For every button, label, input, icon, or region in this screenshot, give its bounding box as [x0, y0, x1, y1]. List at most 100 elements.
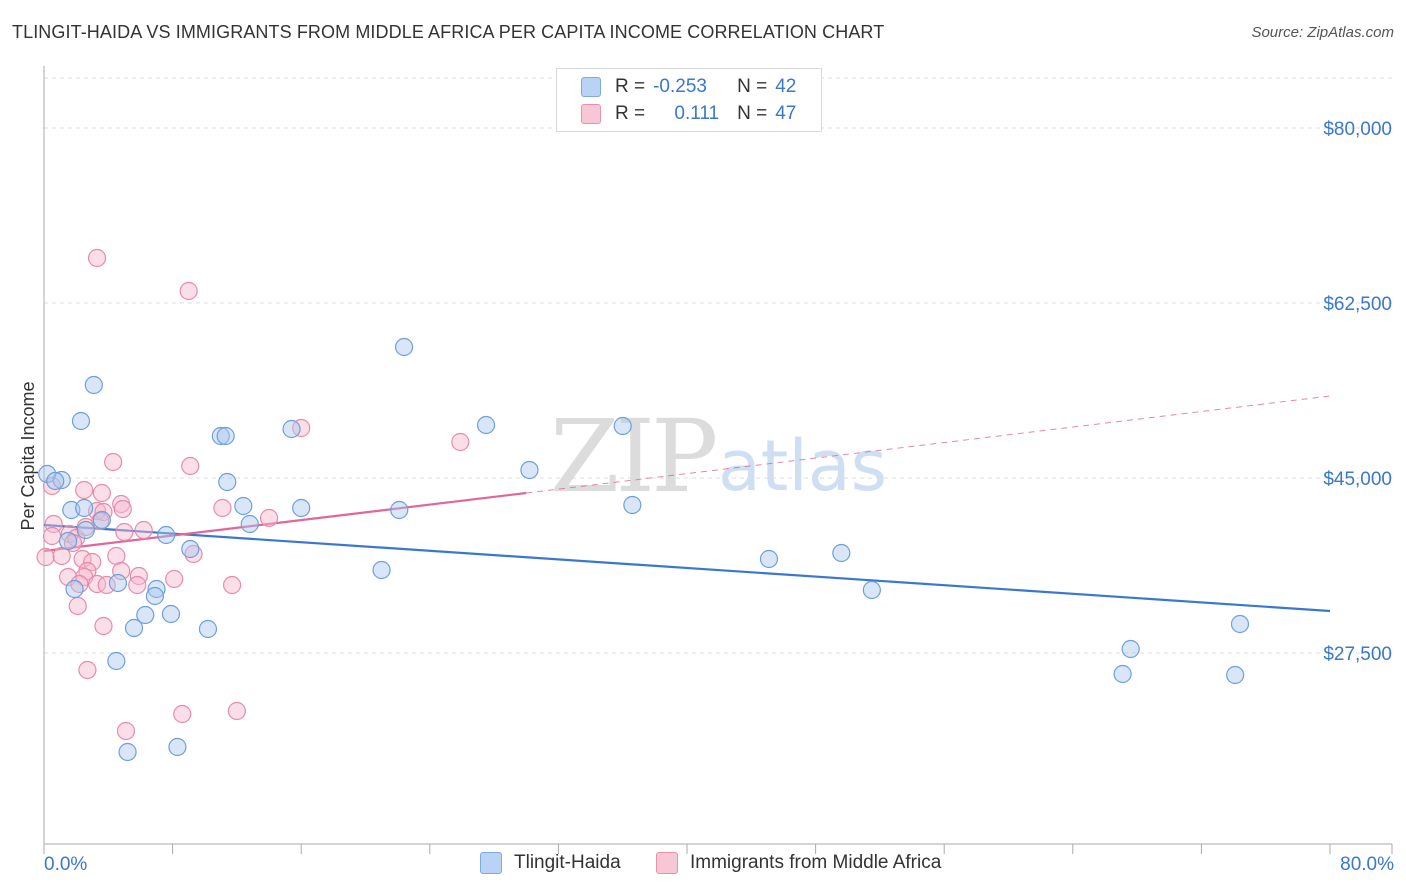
point-tlingit	[211, 426, 230, 446]
point-tlingit	[118, 742, 137, 762]
point-immigrants	[94, 616, 113, 636]
point-immigrants	[52, 546, 71, 566]
point-tlingit	[1121, 639, 1140, 659]
point-immigrants	[70, 574, 89, 594]
point-tlingit	[394, 337, 414, 357]
point-tlingit	[1226, 665, 1245, 685]
point-tlingit	[218, 472, 237, 492]
point-tlingit	[1113, 664, 1132, 684]
point-immigrants	[104, 452, 123, 472]
point-tlingit	[46, 471, 65, 491]
point-tlingit	[108, 573, 128, 593]
point-immigrants	[97, 575, 116, 595]
legend-label: Immigrants from Middle Africa	[690, 852, 942, 873]
trend-lines	[43, 395, 1331, 613]
point-immigrants	[116, 721, 136, 741]
trend-line-immigrants-extrapolated	[526, 395, 1331, 494]
n-value: 47	[775, 103, 797, 124]
y-tick-label: $62,500	[1323, 294, 1392, 315]
point-tlingit	[107, 651, 126, 671]
point-immigrants	[451, 432, 470, 452]
point-tlingit	[71, 411, 91, 431]
point-tlingit	[216, 426, 235, 446]
r-label: R =	[615, 103, 646, 124]
point-immigrants	[227, 701, 246, 721]
x-tick-label: 80.0%	[1340, 854, 1394, 875]
point-tlingit	[623, 495, 642, 515]
point-tlingit	[390, 500, 409, 520]
point-tlingit	[65, 579, 84, 599]
point-immigrants	[259, 508, 279, 528]
pink-swatch	[581, 104, 601, 124]
point-immigrants	[83, 552, 102, 572]
point-immigrants	[165, 569, 184, 589]
r-value: -0.253	[653, 76, 707, 97]
point-tlingit	[862, 580, 881, 600]
point-tlingit	[1230, 614, 1250, 634]
point-immigrants	[222, 575, 242, 595]
point-tlingit	[168, 737, 187, 757]
r-value: 0.111	[674, 103, 720, 124]
point-immigrants	[36, 547, 55, 567]
trend-line-tlingit	[43, 523, 1331, 613]
point-immigrants	[107, 546, 126, 566]
point-immigrants	[75, 480, 94, 500]
data-points	[36, 248, 1250, 762]
point-tlingit	[124, 618, 144, 638]
point-immigrants	[292, 418, 311, 438]
stats-legend: R = -0.253 N = 42 R = 0.111 N = 47	[556, 68, 822, 132]
point-immigrants	[87, 248, 107, 268]
point-immigrants	[213, 498, 232, 518]
point-tlingit	[52, 470, 71, 490]
point-immigrants	[87, 574, 107, 594]
point-immigrants	[129, 566, 148, 586]
point-tlingit	[613, 416, 632, 436]
point-tlingit	[59, 531, 78, 551]
point-immigrants	[128, 575, 147, 595]
legend-label: Tlingit-Haida	[514, 852, 621, 873]
point-tlingit	[240, 514, 259, 534]
point-immigrants	[181, 456, 200, 476]
point-immigrants	[179, 281, 198, 301]
legend-item-tlingit[interactable]: Tlingit-Haida	[480, 852, 621, 874]
point-tlingit	[75, 498, 94, 518]
point-tlingit	[161, 604, 181, 624]
y-tick-label: $80,000	[1323, 119, 1392, 140]
point-immigrants	[42, 526, 62, 546]
point-tlingit	[145, 586, 165, 606]
legend-row-immigrants: R = 0.111 N = 47	[581, 101, 796, 127]
legend-row-tlingit: R = -0.253 N = 42	[581, 74, 796, 100]
legend-item-immigrants[interactable]: Immigrants from Middle Africa	[656, 852, 941, 874]
series-legend: Tlingit-Haida Immigrants from Middle Afr…	[0, 852, 1406, 878]
y-tick-label: $27,500	[1323, 644, 1392, 665]
point-tlingit	[147, 579, 166, 599]
n-label: N =	[737, 103, 768, 124]
point-tlingit	[234, 496, 253, 516]
r-label: R =	[615, 76, 646, 97]
point-immigrants	[112, 561, 131, 581]
n-label: N =	[737, 76, 768, 97]
point-immigrants	[173, 704, 192, 724]
y-tick-label: $45,000	[1323, 469, 1392, 490]
point-tlingit	[136, 605, 155, 625]
point-tlingit	[759, 549, 779, 569]
point-immigrants	[92, 483, 111, 503]
trend-line-immigrants	[43, 491, 527, 553]
y-axis-label: Per Capita Income	[18, 381, 38, 530]
chart-title: TLINGIT-HAIDA VS IMMIGRANTS FROM MIDDLE …	[12, 22, 885, 42]
x-tick-label: 0.0%	[44, 854, 87, 875]
point-tlingit	[76, 520, 95, 540]
axes	[43, 66, 1393, 854]
blue-swatch	[581, 77, 601, 97]
source-label: Source: ZipAtlas.com	[1251, 24, 1394, 41]
point-tlingit	[181, 539, 200, 559]
pink-swatch	[656, 852, 678, 874]
point-tlingit	[92, 510, 111, 530]
n-value: 42	[775, 76, 797, 97]
point-tlingit	[372, 560, 391, 580]
axis-labels: $27,500 $45,000 $62,500 $80,000 0.0% 80.0% Per…	[18, 119, 1394, 875]
point-immigrants	[42, 476, 62, 496]
point-immigrants	[184, 544, 203, 564]
point-tlingit	[476, 415, 496, 435]
